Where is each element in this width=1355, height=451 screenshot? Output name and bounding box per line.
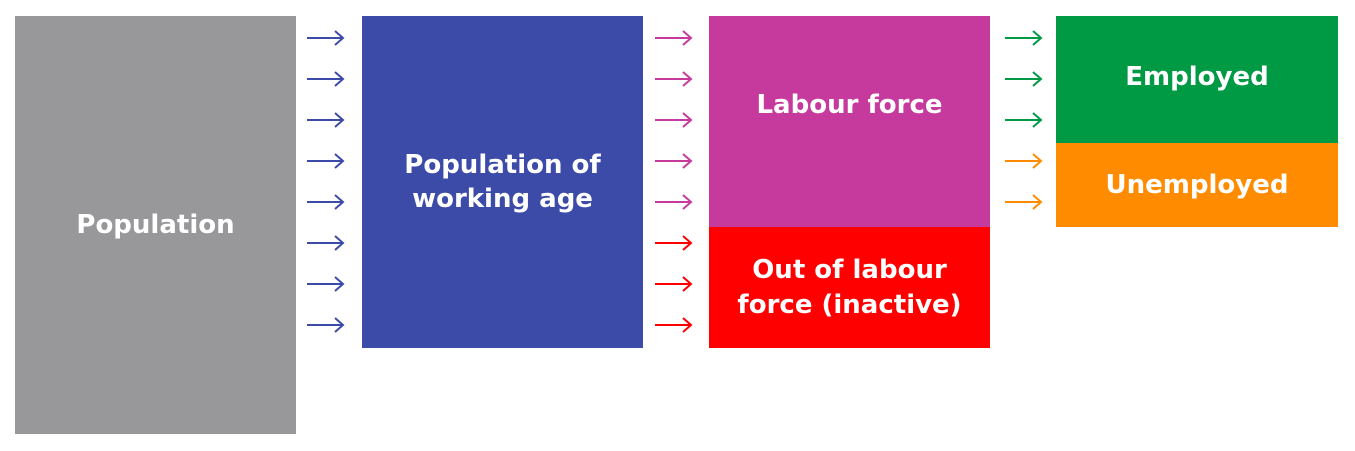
working-to-inactive-arrow-icon — [655, 317, 693, 333]
population-box: Population — [15, 16, 296, 434]
labour-to-employed-arrow-icon — [1005, 30, 1043, 46]
working-to-labour-arrow-icon — [655, 194, 693, 210]
population-to-working-arrow-icon — [307, 276, 345, 292]
employed-label: Employed — [1125, 62, 1269, 92]
unemployed-label: Unemployed — [1105, 169, 1289, 200]
inactive-label: Out of labour force (inactive) — [737, 255, 962, 320]
population-to-working-arrow-icon — [307, 153, 345, 169]
working-to-labour-arrow-icon — [655, 112, 693, 128]
population-to-working-arrow-icon — [307, 235, 345, 251]
population-to-working-arrow-icon — [307, 317, 345, 333]
employed-box: Employed — [1056, 16, 1338, 143]
working-to-inactive-arrow-icon — [655, 235, 693, 251]
population-to-working-arrow-icon — [307, 71, 345, 87]
working-to-labour-arrow-icon — [655, 153, 693, 169]
population-to-working-arrow-icon — [307, 112, 345, 128]
population-to-working-arrow-icon — [307, 30, 345, 46]
inactive-box: Out of labour force (inactive) — [709, 227, 990, 348]
labour-to-unemployed-arrow-icon — [1005, 194, 1043, 210]
working-age-box: Population of working age — [362, 16, 643, 348]
population-label: Population — [76, 209, 235, 240]
labour-to-unemployed-arrow-icon — [1005, 153, 1043, 169]
unemployed-box: Unemployed — [1056, 143, 1338, 227]
labour-to-employed-arrow-icon — [1005, 71, 1043, 87]
labour-to-employed-arrow-icon — [1005, 112, 1043, 128]
labour-force-label: Labour force — [756, 90, 943, 120]
population-to-working-arrow-icon — [307, 194, 345, 210]
labour-force-box: Labour force — [709, 16, 990, 227]
working-to-labour-arrow-icon — [655, 30, 693, 46]
working-to-labour-arrow-icon — [655, 71, 693, 87]
working-to-inactive-arrow-icon — [655, 276, 693, 292]
working-age-label: Population of working age — [404, 149, 601, 214]
